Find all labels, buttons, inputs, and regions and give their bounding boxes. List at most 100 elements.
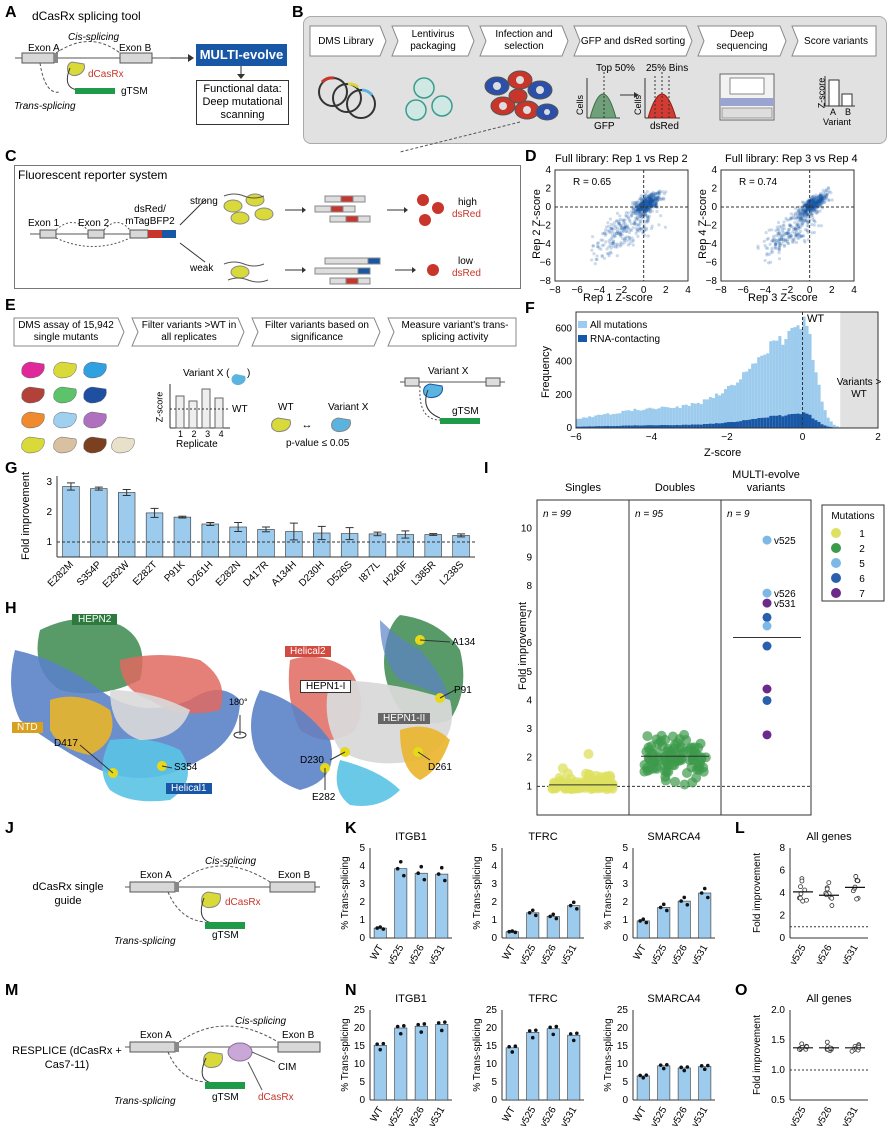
scatter-point xyxy=(814,196,818,201)
e-step-filter-sig: Filter variants based on significance xyxy=(265,320,369,343)
hist-bar-all xyxy=(835,426,839,428)
protein-icon xyxy=(83,386,107,404)
scatter-point xyxy=(634,218,638,222)
x-tick-label: −2 xyxy=(782,285,794,296)
double-point xyxy=(660,775,671,786)
scatter-point xyxy=(814,195,818,199)
scatter-point xyxy=(802,238,806,243)
scatter-point xyxy=(804,200,808,205)
replicate-dot xyxy=(513,1044,518,1049)
scatter-point xyxy=(811,199,815,203)
scatter-point xyxy=(621,229,626,234)
scatter-point xyxy=(623,225,627,229)
y-tick-label: 4 xyxy=(622,861,628,872)
multi-point-label: v525 xyxy=(774,536,796,547)
scatter-point xyxy=(819,198,823,203)
replicate-dot xyxy=(534,913,538,918)
scatter-point xyxy=(809,202,813,206)
label-d261: D261 xyxy=(428,762,452,773)
x-tick-label: 2 xyxy=(829,285,835,296)
scatter-point xyxy=(809,212,813,216)
scatter-point xyxy=(816,204,820,208)
scatter-point xyxy=(609,251,613,255)
scatter-point xyxy=(652,194,656,198)
scatter-point xyxy=(603,231,607,235)
panel-label-b: B xyxy=(292,4,304,21)
scatter-point xyxy=(649,201,653,205)
scatter-point xyxy=(647,200,651,204)
scatter-point xyxy=(590,258,594,262)
scatter-point xyxy=(815,201,819,205)
scatter-point xyxy=(648,202,652,206)
x-tick-label: −2 xyxy=(616,285,628,296)
y-tick-label: 3 xyxy=(359,879,365,890)
scatter-point xyxy=(797,227,801,231)
hist-bar-rna xyxy=(820,424,824,428)
bar xyxy=(526,1032,540,1101)
scatter-point xyxy=(814,195,819,199)
scatter-point xyxy=(793,231,797,235)
replicate-dot xyxy=(685,902,690,907)
scatter-point xyxy=(654,201,658,206)
scatter-point xyxy=(824,188,828,192)
scatter-point xyxy=(765,237,769,242)
scatter-point xyxy=(644,213,648,217)
scatter-point xyxy=(611,244,616,248)
double-point xyxy=(688,754,699,765)
panel-c-dsred-low: dsRed xyxy=(452,268,481,279)
scatter-point xyxy=(795,223,799,227)
panel-label-n: N xyxy=(345,982,357,999)
scatter-point xyxy=(801,218,805,222)
scatter-point xyxy=(644,193,648,197)
scatter-point xyxy=(654,201,658,206)
scatter-point xyxy=(805,210,809,215)
scatter-point xyxy=(599,247,603,251)
scatter-point xyxy=(816,199,820,204)
scatter-point xyxy=(812,219,816,223)
y-tick-label: 2 xyxy=(359,897,365,908)
scatter-point xyxy=(639,212,644,217)
legend-swatch-all xyxy=(578,321,587,328)
scatter-point xyxy=(647,199,651,203)
panel-m-gtsm: gTSM xyxy=(212,1092,239,1103)
y-tick-label: 20 xyxy=(486,1023,498,1034)
scatter-point xyxy=(814,199,818,204)
replicate-dot xyxy=(527,911,532,915)
hist-bar-all xyxy=(684,404,688,428)
hist-bar-rna xyxy=(588,426,592,428)
scatter-point xyxy=(628,241,632,246)
hist-bar-rna xyxy=(615,425,619,428)
scatter-point xyxy=(612,231,617,235)
scatter-point xyxy=(814,198,818,202)
scatter-point xyxy=(797,209,801,213)
hist-bar-all xyxy=(681,405,685,428)
scatter-point xyxy=(805,207,809,211)
scatter-point xyxy=(647,201,651,205)
hist-bar-all xyxy=(609,414,613,428)
scatter-point xyxy=(664,190,668,194)
scatter-point xyxy=(624,211,628,215)
hist-bar-rna xyxy=(711,423,715,428)
replicate-dot xyxy=(571,1038,576,1043)
e-variant-x: Variant X ( xyxy=(183,368,230,379)
scatter-point xyxy=(654,202,658,206)
scatter-point xyxy=(622,237,627,241)
panel-c-exon1: Exon 1 xyxy=(28,218,60,229)
scatter-point xyxy=(823,200,827,205)
scatter-point xyxy=(662,192,667,196)
gene-dot xyxy=(826,880,832,886)
e-variant-x-close: ) xyxy=(247,368,251,379)
scatter-point xyxy=(803,203,807,207)
scatter-point xyxy=(762,239,766,243)
group-title: Doubles xyxy=(655,482,696,494)
scatter-point xyxy=(622,220,626,224)
scatter-point xyxy=(819,194,823,199)
scatter-point xyxy=(639,208,643,212)
legend-label: 2 xyxy=(859,544,865,555)
bar xyxy=(394,1027,408,1101)
scatter-point xyxy=(777,231,781,235)
y-tick-label: 6 xyxy=(779,866,785,877)
scatter-point xyxy=(645,216,650,220)
scatter-point xyxy=(647,203,651,207)
e-rep-4: 4 xyxy=(218,429,224,439)
